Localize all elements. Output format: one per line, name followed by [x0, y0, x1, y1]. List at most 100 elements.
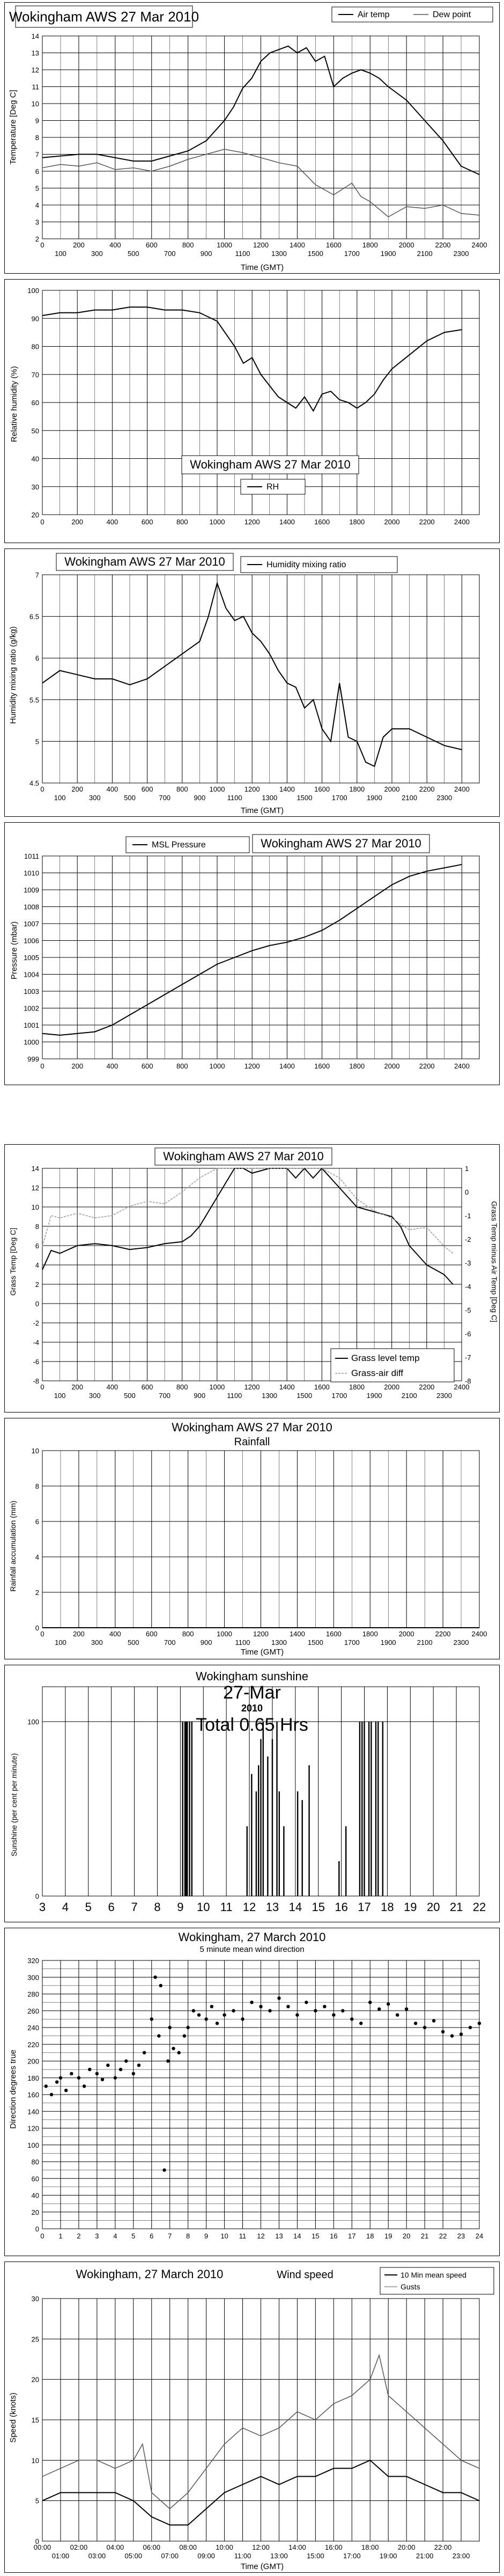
- y-tick-label: 10: [32, 2456, 39, 2464]
- y-tick-label: 40: [32, 2192, 39, 2200]
- x-tick-label: 0: [40, 1383, 44, 1391]
- y-tick-label: 5: [35, 2497, 39, 2505]
- data-point: [162, 2168, 166, 2172]
- y2-tick-label: -6: [465, 1330, 471, 1338]
- x-tick-label: 6: [150, 2232, 153, 2240]
- x-tick-label: 16:00: [325, 2543, 343, 2551]
- y-tick-label: 280: [27, 1990, 39, 1999]
- y-tick-label: 100: [27, 2141, 39, 2149]
- plot-area: [42, 574, 480, 784]
- x-tick-label: 100: [55, 1638, 66, 1646]
- data-bar: [271, 1739, 273, 1896]
- data-point: [450, 2034, 454, 2038]
- y-tick-label: 1001: [24, 1021, 39, 1029]
- data-bar: [308, 1765, 310, 1896]
- x-tick-label: 9: [204, 2232, 208, 2240]
- y-tick-label: 5: [35, 185, 39, 193]
- y-tick-label: 0: [35, 2225, 39, 2233]
- data-point: [77, 2076, 81, 2080]
- data-point: [241, 2017, 244, 2021]
- x-tick-label: 200: [71, 518, 83, 526]
- x-tick-label: 400: [109, 1630, 121, 1638]
- data-point: [277, 1996, 281, 2000]
- x-tick-label: 2400: [454, 1062, 470, 1070]
- y-tick-label: 10: [32, 1447, 39, 1455]
- data-bar: [382, 1722, 384, 1896]
- x-tick-label: 1200: [244, 1062, 260, 1070]
- y2-tick-label: -8: [465, 1377, 471, 1385]
- data-point: [423, 2025, 427, 2030]
- x-tick-label: 900: [201, 1638, 212, 1646]
- y-tick-label: 1000: [24, 1038, 39, 1046]
- x-tick-label: 700: [164, 250, 176, 258]
- x-tick-label: 800: [176, 518, 188, 526]
- legend-label-gusts: Gusts: [401, 2282, 420, 2291]
- x-tick-label: 1600: [314, 1383, 330, 1391]
- x-tick-label: 1000: [209, 1383, 225, 1391]
- x-tick-label: 0: [40, 1630, 44, 1638]
- y-tick-label: 1010: [24, 869, 39, 877]
- x-tick-label: 1700: [344, 1638, 360, 1646]
- x-tick-label: 2200: [435, 241, 451, 249]
- x-tick-label: 600: [142, 518, 153, 526]
- data-point: [137, 2063, 141, 2067]
- legend-label-mean-speed: 10 Min mean speed: [401, 2271, 466, 2279]
- x-tick-label: 2: [77, 2232, 80, 2240]
- data-bar: [191, 1722, 193, 1896]
- y-tick-label: 8: [35, 134, 39, 142]
- y-tick-label: 25: [32, 2335, 39, 2343]
- x-tick-label: 07:00: [161, 2552, 179, 2560]
- data-bar: [278, 1791, 280, 1896]
- y-tick-label: 8: [35, 1482, 39, 1490]
- x-tick-label: 100: [54, 794, 66, 802]
- x-tick-label: 1900: [381, 250, 396, 258]
- pressure-chart: 999 1000 1001 1002 1003 1004 1005 1006 1007 1008 1…: [10, 834, 480, 1070]
- data-bar: [185, 1722, 187, 1896]
- x-tick-label: 1300: [262, 1392, 277, 1400]
- x-tick-label: 05:00: [125, 2552, 143, 2560]
- y-tick-label: 1011: [24, 852, 39, 860]
- x-tick-label: 1600: [314, 785, 330, 793]
- x-tick-label: 800: [176, 785, 188, 793]
- data-point: [305, 2000, 308, 2004]
- y-tick-label: 6: [35, 1518, 39, 1526]
- chart-title: Wokingham AWS 27 Mar 2010: [163, 1150, 324, 1163]
- x-tick-label: 2100: [417, 1638, 433, 1646]
- data-bar: [375, 1722, 377, 1896]
- x-tick-label: 15: [312, 2232, 319, 2240]
- y-tick-label: 20: [32, 2208, 39, 2216]
- y-tick-label: 1007: [24, 920, 39, 928]
- data-bar: [246, 1826, 248, 1896]
- y-tick-label: 1003: [24, 987, 39, 996]
- x-tick-label: 1100: [235, 1638, 250, 1646]
- x-tick-label: 19: [384, 2232, 392, 2240]
- x-tick-label: 1100: [227, 1392, 242, 1400]
- data-point: [395, 2013, 399, 2017]
- data-point: [441, 2030, 445, 2034]
- data-point: [113, 2076, 117, 2080]
- x-tick-label: 0: [40, 518, 44, 526]
- y-tick-label: 90: [32, 314, 39, 323]
- x-tick-label: 700: [159, 1392, 171, 1400]
- x-tick-label: 1: [58, 2232, 62, 2240]
- data-point: [124, 2059, 128, 2063]
- x-tick-label: 18: [381, 1900, 394, 1914]
- y-tick-label: 80: [32, 2158, 39, 2166]
- x-tick-label: 1400: [279, 1383, 295, 1391]
- y-tick-label: 2: [35, 235, 39, 243]
- data-bar: [283, 1826, 285, 1896]
- x-tick-label: 2200: [419, 1062, 435, 1070]
- y-tick-label: 320: [27, 1957, 39, 1965]
- data-bar: [189, 1722, 190, 1896]
- x-tick-label: 16: [330, 2232, 337, 2240]
- y-tick-label: 1005: [24, 954, 39, 962]
- chart-title: Wokingham, 27 March 2010: [76, 2267, 224, 2281]
- x-tick-label: 2100: [417, 250, 433, 258]
- x-tick-label: 1600: [314, 518, 330, 526]
- x-tick-label: 11: [220, 1900, 233, 1914]
- y-axis-label: Relative humidity (%): [10, 366, 19, 442]
- y-tick-label: 0: [35, 1624, 39, 1632]
- x-tick-label: 19:00: [380, 2552, 397, 2560]
- x-tick-label: 200: [73, 241, 85, 249]
- x-tick-label: 1800: [349, 1062, 365, 1070]
